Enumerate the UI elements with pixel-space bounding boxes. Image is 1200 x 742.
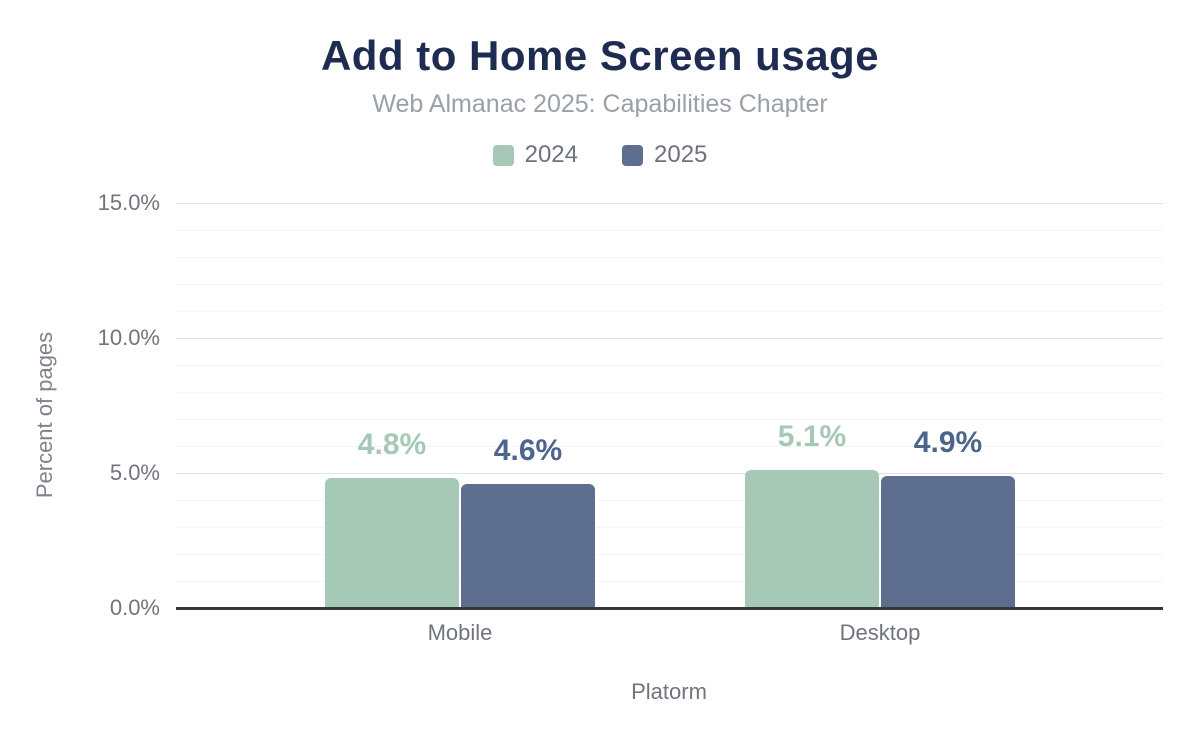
gridline-minor	[176, 392, 1163, 393]
plot-area: 4.8% 4.6% 5.1% 4.9%	[176, 203, 1163, 608]
legend-label-2024: 2024	[524, 141, 578, 168]
gridline-minor	[176, 365, 1163, 366]
category-label-desktop: Desktop	[839, 620, 921, 645]
chart-title: Add to Home Screen usage	[320, 32, 880, 79]
bar-value-label-desktop-2024: 5.1%	[777, 420, 847, 453]
bar-value-label-mobile-2024: 4.8%	[357, 428, 427, 461]
gridline-major	[176, 338, 1163, 339]
bar-value-label-mobile-2025: 4.6%	[493, 434, 563, 467]
legend-swatch-2025-icon	[622, 144, 643, 166]
gridline-major	[176, 203, 1163, 204]
x-axis-title: Platorm	[631, 679, 707, 704]
legend-label-2025: 2025	[654, 141, 708, 168]
gridline-major	[176, 473, 1163, 474]
legend: 2024 2025	[0, 141, 1200, 169]
bar-value-label-desktop-2025: 4.9%	[913, 426, 983, 459]
gridline-minor	[176, 284, 1163, 285]
gridline-minor	[176, 527, 1163, 528]
category-label-mobile: Mobile	[427, 620, 493, 645]
gridline-minor	[176, 419, 1163, 420]
legend-swatch-2024-icon	[492, 144, 514, 166]
legend-item-2024[interactable]: 2024	[492, 141, 578, 169]
y-tick-label-15.0%: 15.0%	[97, 190, 160, 215]
y-tick-label-5.0%: 5.0%	[109, 460, 160, 485]
gridline-minor	[176, 257, 1163, 258]
y-tick-label-10.0%: 10.0%	[97, 325, 160, 350]
gridline-minor	[176, 230, 1163, 231]
bar-desktop-2025[interactable]	[881, 476, 1015, 608]
x-axis-line	[176, 607, 1163, 610]
bar-desktop-2024[interactable]	[745, 470, 879, 608]
y-axis-title: Percent of pages	[32, 331, 57, 499]
legend-item-2025[interactable]: 2025	[622, 141, 707, 169]
gridline-minor	[176, 446, 1163, 447]
chart-subtitle: Web Almanac 2025: Capabilities Chapter	[372, 90, 828, 118]
bar-mobile-2025[interactable]	[461, 484, 595, 608]
gridline-minor	[176, 554, 1163, 555]
bar-mobile-2024[interactable]	[325, 478, 459, 608]
gridline-minor	[176, 311, 1163, 312]
gridline-minor	[176, 500, 1163, 501]
gridline-minor	[176, 581, 1163, 582]
y-tick-label-0.0%: 0.0%	[109, 595, 160, 620]
